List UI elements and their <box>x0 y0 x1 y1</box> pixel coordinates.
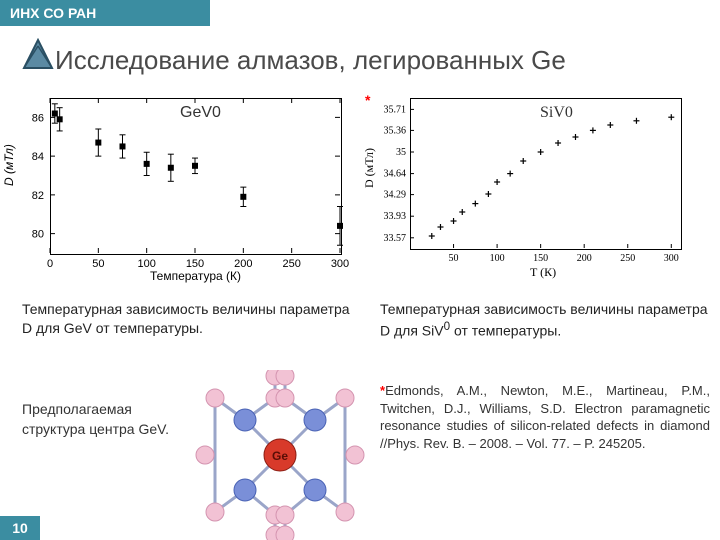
svg-text:34.64: 34.64 <box>384 169 407 180</box>
svg-text:250: 250 <box>282 258 300 270</box>
siv-xaxis-title: T (К) <box>530 265 556 280</box>
gev-xaxis-title: Температура (К) <box>150 269 241 283</box>
svg-text:250: 250 <box>620 253 635 264</box>
org-header: ИНХ СО РАН <box>0 0 210 26</box>
svg-text:200: 200 <box>577 253 592 264</box>
svg-text:300: 300 <box>331 258 349 270</box>
svg-text:300: 300 <box>664 253 679 264</box>
svg-text:150: 150 <box>533 253 548 264</box>
svg-text:86: 86 <box>32 112 44 124</box>
siv-chart: 50 100 150 200 250 300 33.57 33.93 34.29 34.64 35 3… <box>360 88 700 288</box>
svg-text:35.71: 35.71 <box>384 104 407 115</box>
asterisk-icon: * <box>365 92 370 108</box>
svg-text:50: 50 <box>92 258 104 270</box>
structure-caption: Предполагаемая структура центра GeV. <box>22 400 182 439</box>
gev-yaxis-title: D (мТл) <box>2 144 16 186</box>
siv-caption-post: от температуры. <box>450 323 561 339</box>
org-name: ИНХ СО РАН <box>10 5 96 21</box>
page-number: 10 <box>0 516 40 540</box>
structure-diagram: Ge <box>195 370 365 540</box>
svg-text:80: 80 <box>32 229 44 241</box>
svg-text:33.57: 33.57 <box>384 233 407 244</box>
gev-chart-label: GeV0 <box>180 104 221 122</box>
svg-text:0: 0 <box>47 258 53 270</box>
svg-text:33.93: 33.93 <box>384 211 407 222</box>
siv-caption: Температурная зависимость величины парам… <box>380 300 710 340</box>
svg-text:34.29: 34.29 <box>384 190 407 201</box>
siv-yaxis-title: D (мТл) <box>362 148 377 188</box>
svg-text:35.36: 35.36 <box>384 125 407 136</box>
citation: *Edmonds, A.M., Newton, M.E., Martineau,… <box>380 382 710 452</box>
org-logo-icon <box>18 38 58 78</box>
slide: ИНХ СО РАН Исследование алмазов, легиров… <box>0 0 720 540</box>
svg-text:84: 84 <box>32 151 44 163</box>
gev-caption: Температурная зависимость величины парам… <box>22 300 352 338</box>
citation-text: Edmonds, A.M., Newton, M.E., Martineau, … <box>380 383 710 451</box>
siv-chart-label: SiV0 <box>540 104 573 122</box>
svg-text:35: 35 <box>396 147 406 158</box>
page-number-value: 10 <box>12 520 28 536</box>
slide-title: Исследование алмазов, легированных Ge <box>55 45 566 76</box>
svg-text:Ge: Ge <box>272 449 288 463</box>
svg-text:82: 82 <box>32 190 44 202</box>
svg-text:100: 100 <box>490 253 505 264</box>
svg-text:50: 50 <box>449 253 459 264</box>
